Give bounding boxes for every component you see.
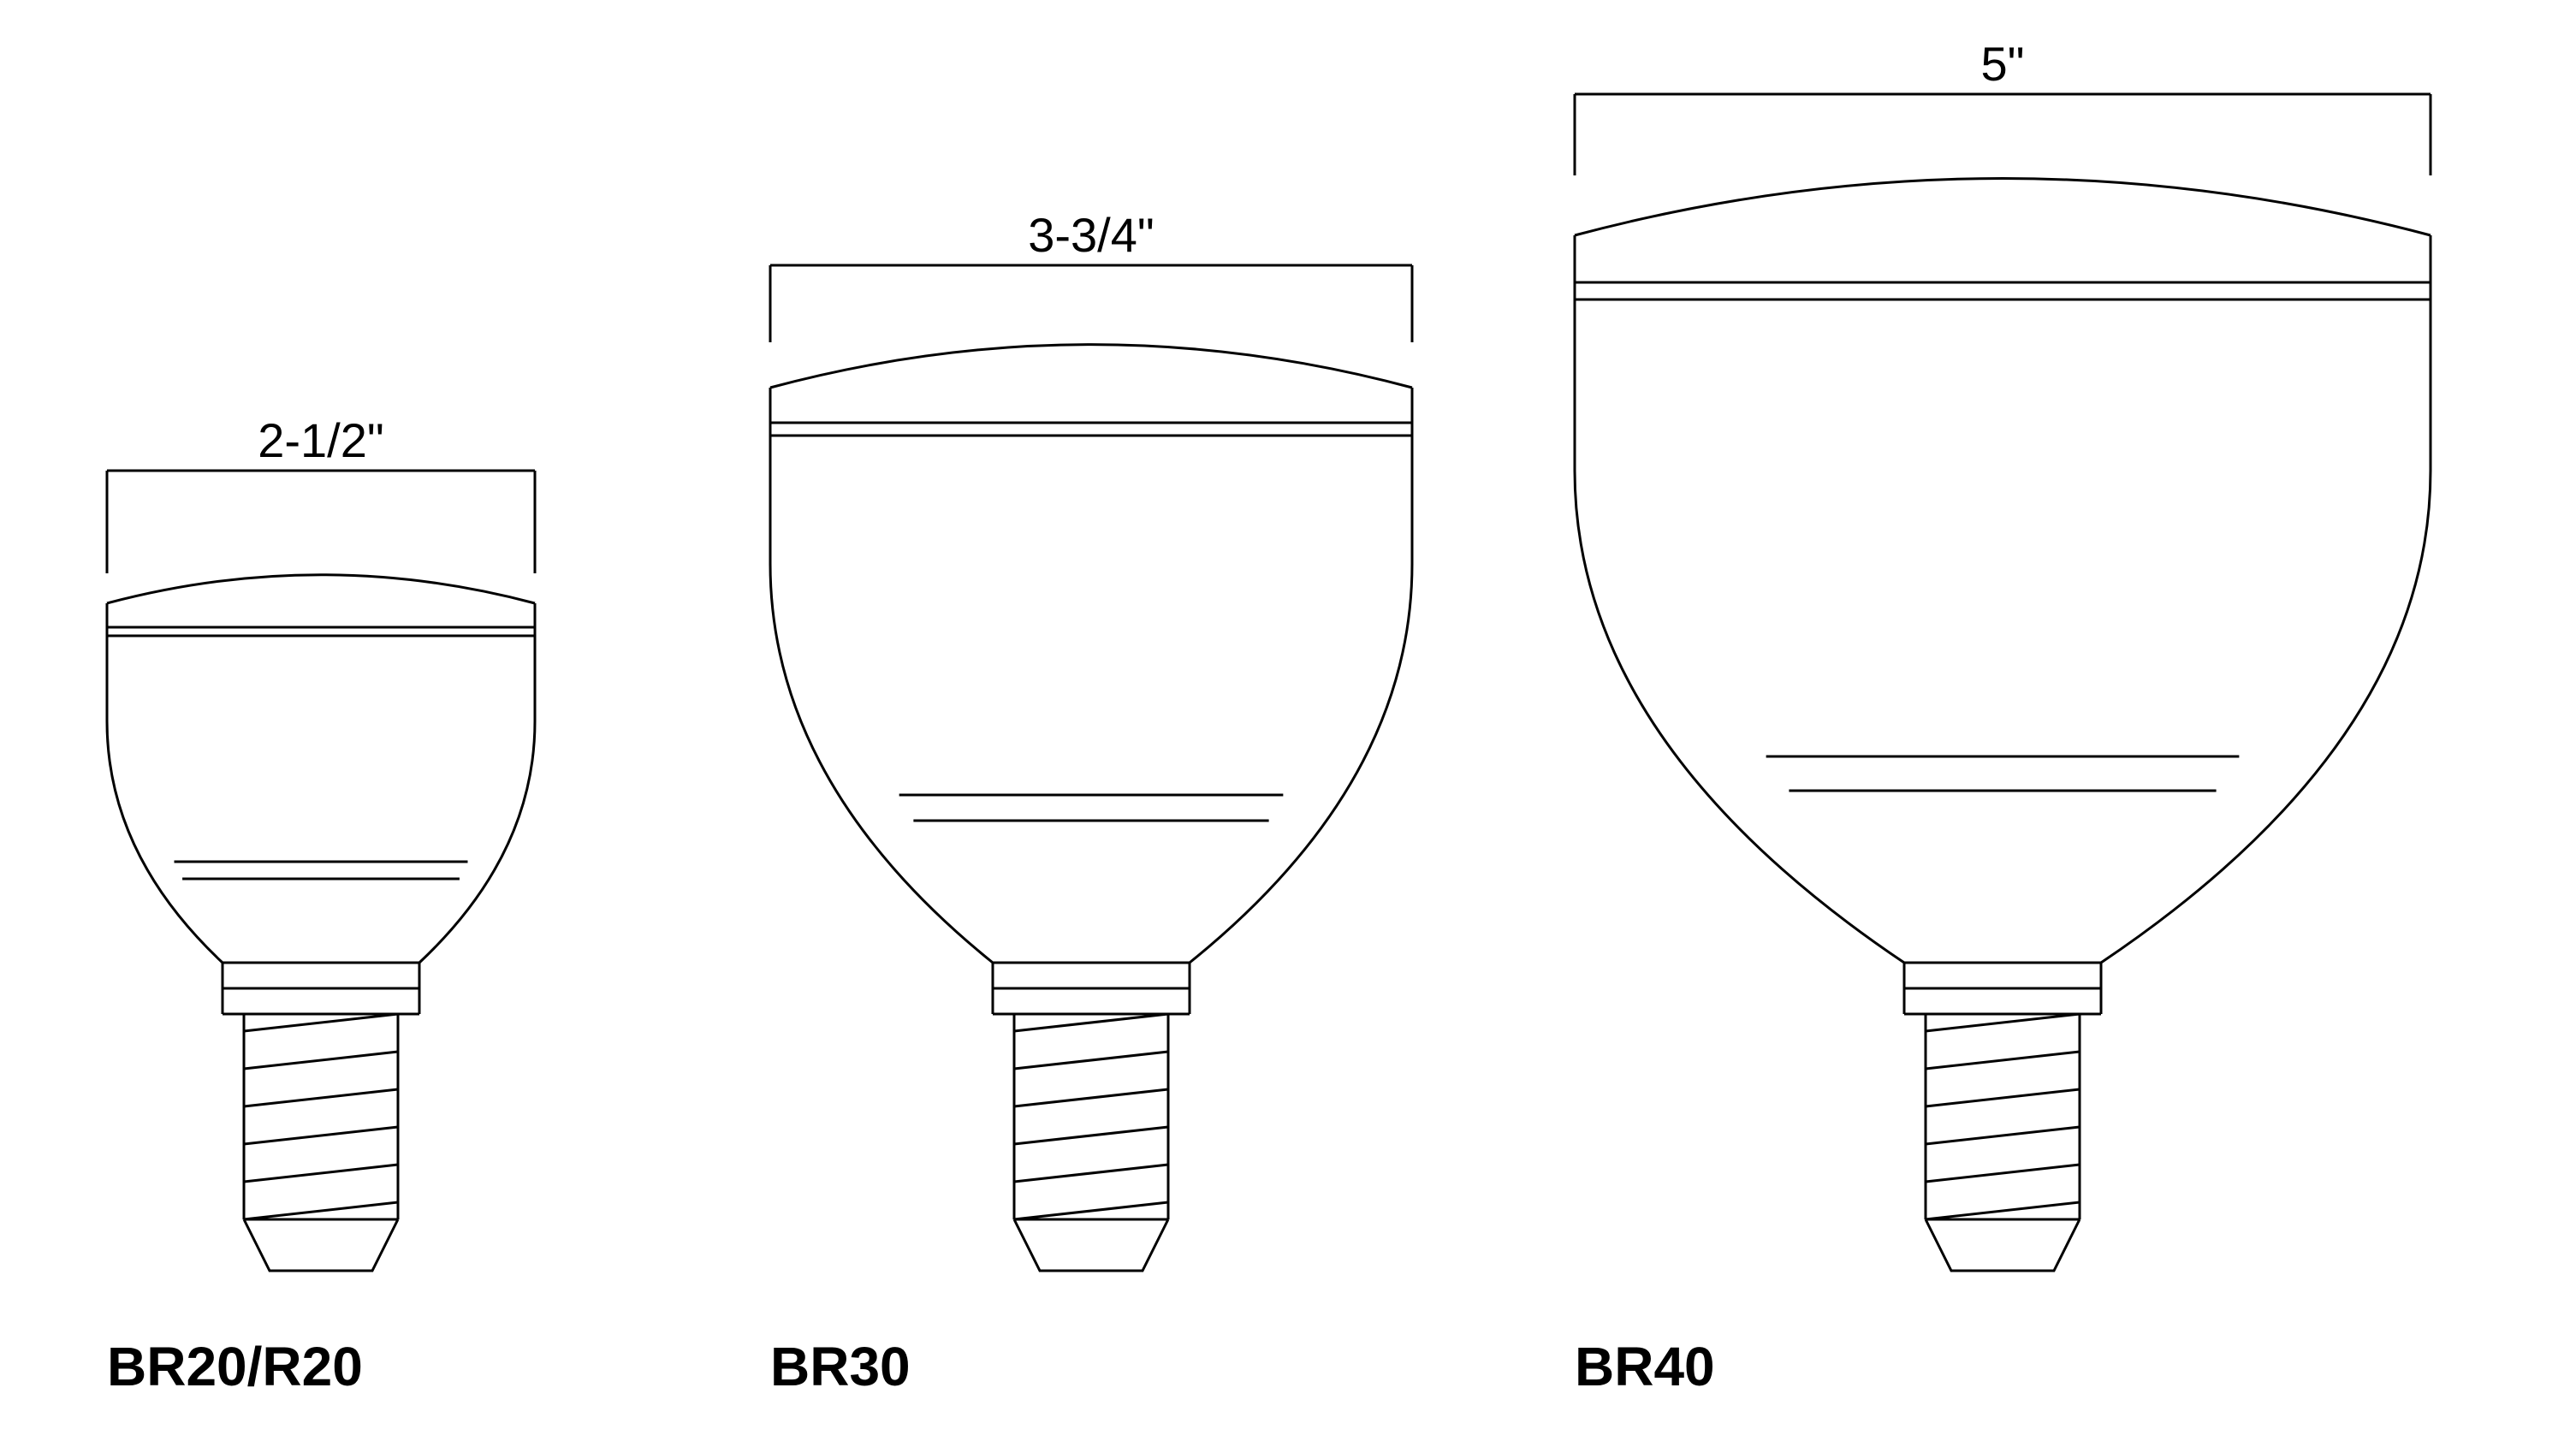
dimension-label: 3-3/4" [920, 207, 1262, 263]
bulb-drawing [0, 0, 2576, 1441]
bulb-name-label: BR20/R20 [107, 1335, 363, 1398]
bulb-name-label: BR40 [1575, 1335, 1715, 1398]
bulb-drawing [0, 0, 2576, 1441]
dimension-label: 2-1/2" [150, 412, 492, 468]
dimension-label: 5" [1831, 36, 2174, 92]
bulb-size-diagram: 2-1/2" BR20/R20 3-3/4" BR30 5" BR40 [0, 0, 2576, 1441]
bulb-name-label: BR30 [770, 1335, 911, 1398]
bulb-drawing [0, 0, 2576, 1441]
